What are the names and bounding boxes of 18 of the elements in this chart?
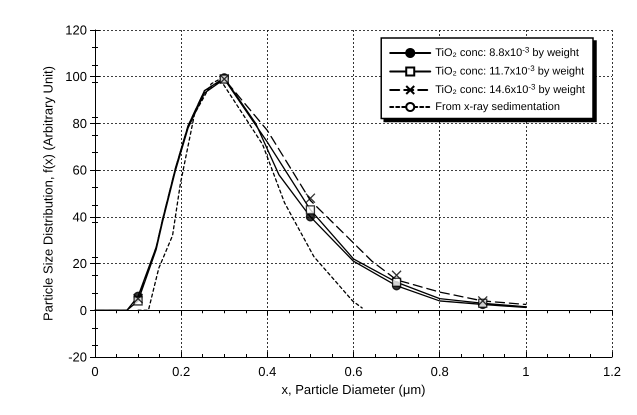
y-tick-label: 40	[72, 209, 87, 224]
y-axis-title: Particle Size Distribution, f(x) (Arbitrary Unit)	[40, 66, 56, 321]
y-tick-label: -20	[68, 350, 87, 364]
x-tick-label: 0.2	[172, 364, 190, 379]
x-tick-label: 0	[91, 364, 99, 379]
x-tick-label: 0.6	[344, 364, 363, 379]
x-tick-label: 0.8	[430, 364, 449, 379]
x-tick-label: 0.4	[258, 364, 276, 379]
y-tick-label: 100	[65, 69, 87, 84]
x-axis-title: x, Particle Diameter (μm)	[281, 382, 426, 397]
y-tick-label: 20	[72, 256, 87, 272]
legend-label: From x-ray sedimentation	[435, 101, 560, 113]
x-tick-label: 1.2	[602, 364, 622, 379]
y-tick-label: 60	[72, 162, 87, 178]
y-tick-label: 120	[65, 22, 87, 38]
y-tick-label: 80	[72, 116, 87, 131]
y-tick-label: 0	[80, 302, 87, 318]
x-tick-label: 1	[522, 364, 530, 379]
